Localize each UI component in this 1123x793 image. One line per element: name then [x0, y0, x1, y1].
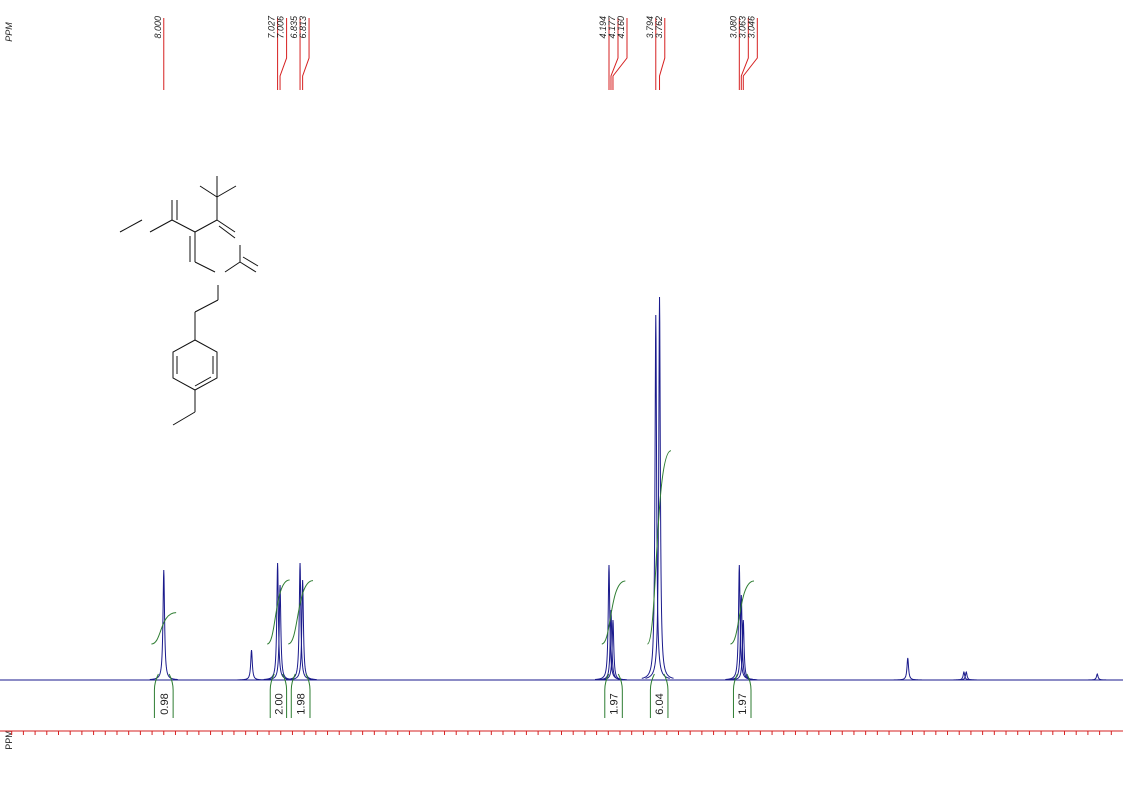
integral-label: 2.00 [273, 693, 285, 714]
peak-label: 6.835 [289, 15, 299, 39]
integral-label: 1.98 [296, 693, 308, 714]
peak [237, 649, 266, 681]
integral-bracket [168, 673, 174, 718]
peak [149, 569, 178, 681]
integral-curve [266, 579, 290, 645]
integral-curve [288, 580, 314, 645]
integral-bracket [153, 673, 159, 718]
peak [729, 619, 758, 681]
peak-label-line [659, 18, 666, 90]
integral-bracket [282, 673, 288, 718]
integral-bracket [732, 673, 738, 718]
integral-curve [151, 612, 177, 645]
peak-label: 4.177 [607, 15, 617, 39]
peak [952, 670, 981, 681]
integral-bracket [663, 673, 669, 718]
top-axis-label: PPM [4, 22, 14, 42]
peak [645, 296, 674, 679]
molecule-structure [119, 176, 259, 426]
peak [598, 619, 627, 681]
integral-curve [601, 580, 626, 645]
integral-label: 6.04 [654, 693, 666, 714]
integral-label: 1.97 [609, 693, 621, 714]
peak-label: 7.006 [276, 16, 286, 39]
peak-label: 3.063 [737, 16, 747, 39]
peak [263, 562, 292, 680]
peak [641, 314, 670, 679]
peak-label-line [740, 18, 749, 90]
peak-label-line [612, 18, 628, 90]
peak-label: 3.080 [728, 16, 738, 39]
integral-bracket [617, 673, 623, 718]
integral-curve [646, 450, 672, 645]
integral-bracket [604, 673, 610, 718]
peak-label: 3.794 [645, 16, 655, 39]
peak-label: 4.160 [616, 16, 626, 39]
integral-label: 0.98 [159, 693, 171, 714]
integral-bracket [290, 673, 296, 718]
peak [286, 562, 315, 680]
peak [893, 657, 922, 681]
peak-label: 7.027 [267, 15, 277, 39]
peak-label-line [279, 18, 288, 90]
integral-curve [730, 580, 755, 645]
x-axis-label: PPM [4, 730, 14, 750]
peak-label: 8.000 [153, 16, 163, 39]
peak-label: 3.762 [654, 16, 664, 39]
peak-label: 3.046 [746, 16, 756, 39]
peak-label-line [302, 18, 310, 90]
peak-label-line [742, 18, 758, 90]
peak-label: 6.813 [298, 16, 308, 39]
peak [1083, 673, 1112, 681]
peak-label-line [610, 18, 619, 90]
integral-bracket [269, 673, 275, 718]
peak-label: 4.194 [598, 16, 608, 39]
integral-bracket [305, 673, 311, 718]
integral-bracket [649, 673, 655, 718]
integral-label: 1.97 [737, 693, 749, 714]
integral-bracket [746, 673, 752, 718]
